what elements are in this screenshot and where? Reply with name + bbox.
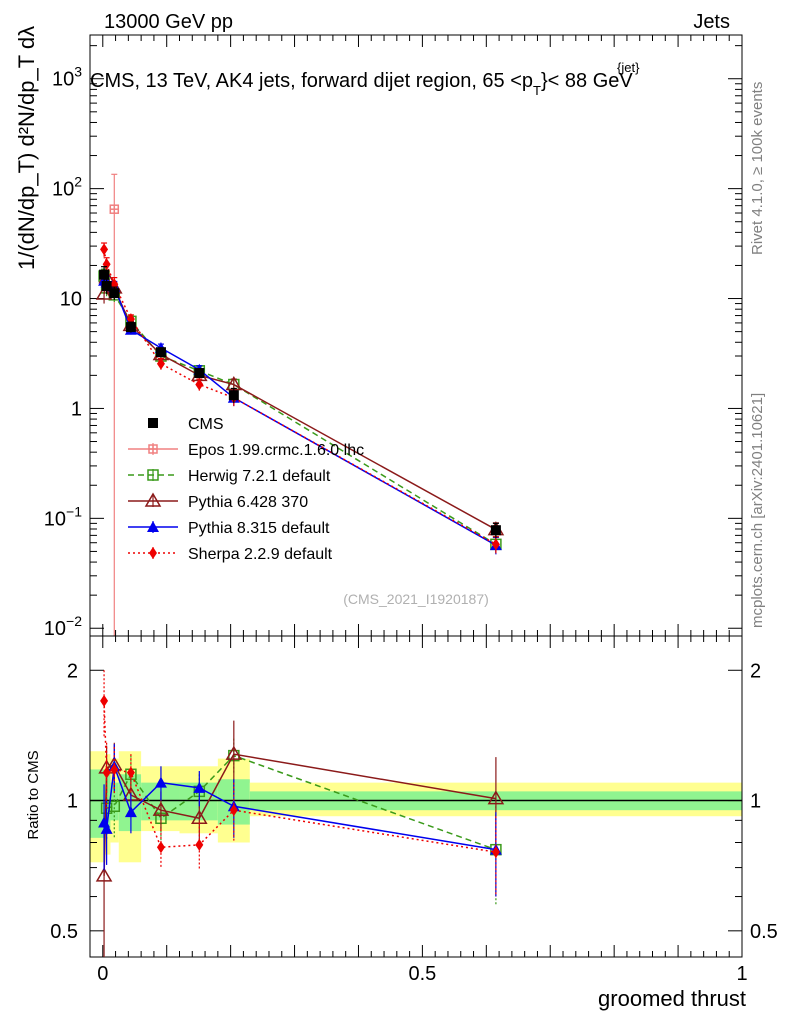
x-tick-label-1: 0.5 [408, 963, 436, 985]
main-ytick-label-5: 103 [52, 64, 82, 91]
ratio-point-sherpa-7 [491, 846, 500, 859]
main-ytick-label-3: 10 [60, 289, 82, 311]
legend-label-pythia6: Pythia 6.428 370 [188, 494, 308, 511]
main-ytick-exp-1: −1 [66, 503, 82, 519]
main-ytick-exp-5: 3 [74, 64, 82, 80]
title-sub: T [533, 83, 541, 98]
main-ytick-label-4: 102 [52, 174, 82, 201]
title-main: CMS, 13 TeV, AK4 jets, forward dijet reg… [90, 70, 533, 92]
legend-entry-pythia6: Pythia 6.428 370 [128, 492, 308, 511]
main-series-epos [109, 173, 120, 636]
main-point-sherpa-7 [491, 538, 500, 551]
ratio-point-pythia6-4 [152, 801, 170, 816]
ratio-point-pythia6-6 [225, 745, 243, 760]
legend-label-epos: Epos 1.99.crmc.1.6.0 lhc [188, 442, 364, 459]
main-ytick-exp-0: −2 [66, 613, 82, 629]
ratio-point-sherpa-6 [229, 804, 238, 817]
main-point-sherpa-5 [195, 378, 204, 391]
legend-entry-herwig: Herwig 7.2.1 default [128, 468, 331, 485]
y-axis-label-ratio: Ratio to CMS [25, 750, 42, 839]
legend: CMS Epos 1.99.crmc.1.6.0 lhc Herwig 7.2.1 … [128, 416, 364, 563]
header-left: 13000 GeV pp [104, 11, 233, 33]
ratio-series-pythia6 [95, 720, 505, 957]
main-ytick-base-1: 10 [44, 508, 66, 530]
main-ytick-base-4: 10 [52, 179, 74, 201]
legend-marker-epos [148, 444, 158, 454]
legend-entry-sherpa: Sherpa 2.2.9 default [128, 546, 333, 563]
analysis-tag: (CMS_2021_I1920187) [343, 591, 489, 607]
ratio-band-inner-3 [118, 774, 142, 832]
x-tick-label-0: 0 [97, 963, 108, 985]
legend-entry-pythia8: Pythia 8.315 default [128, 520, 330, 537]
main-point-cms-7 [490, 525, 501, 536]
main-ytick-label-1: 10−1 [44, 503, 82, 530]
ratio-point-sherpa-1 [102, 766, 111, 779]
main-point-cms-6 [228, 390, 239, 401]
legend-label-cms: CMS [188, 416, 224, 433]
main-point-sherpa-0 [100, 243, 109, 256]
main-ytick-base-5: 10 [52, 69, 74, 91]
legend-marker-pythia8 [147, 521, 159, 532]
legend-label-sherpa: Sherpa 2.2.9 default [188, 546, 333, 563]
ratio-ytick-label-left-1: 1 [67, 791, 78, 813]
ratio-ytick-label-right-0: 0.5 [750, 921, 778, 943]
legend-label-herwig: Herwig 7.2.1 default [188, 468, 331, 485]
ratio-line-pythia8 [103, 766, 497, 851]
rivet-version-text: Rivet 4.1.0, ≥ 100k events [749, 82, 766, 255]
ratio-point-sherpa-0 [100, 694, 109, 707]
ratio-frame [89, 635, 743, 958]
mcplots-source-text: mcplots.cern.ch [arXiv:2401.10621] [749, 393, 766, 628]
ratio-point-pythia8-1 [100, 822, 113, 834]
legend-entry-epos: Epos 1.99.crmc.1.6.0 lhc [128, 442, 364, 459]
ratio-point-pythia8-3 [124, 806, 137, 818]
main-ytick-label-2: 1 [71, 398, 82, 420]
main-series-pythia8 [98, 274, 502, 555]
ratio-line-sherpa [103, 700, 497, 853]
legend-marker-cms [148, 418, 158, 428]
plot-title: CMS, 13 TeV, AK4 jets, forward dijet reg… [90, 70, 633, 98]
ratio-point-pythia8-5 [193, 781, 206, 793]
main-point-cms-1 [101, 281, 112, 292]
main-point-cms-0 [99, 269, 110, 280]
ratio-ytick-label-right-2: 2 [750, 660, 761, 682]
ratio-ytick-label-right-1: 1 [750, 791, 761, 813]
header-right: Jets [693, 11, 730, 33]
main-point-cms-3 [125, 322, 136, 333]
legend-entry-cms: CMS [148, 416, 224, 433]
ratio-point-sherpa-4 [156, 841, 165, 854]
main-line-pythia6 [103, 275, 497, 531]
legend-label-pythia8: Pythia 8.315 default [188, 520, 330, 537]
title-sup: {jet} [617, 60, 640, 75]
x-tick-label-2: 1 [736, 963, 747, 985]
legend-marker-pythia6 [144, 492, 162, 507]
ratio-point-sherpa-3 [126, 766, 135, 779]
ratio-ytick-label-left-0: 0.5 [50, 921, 78, 943]
ratio-point-pythia8-4 [154, 776, 167, 788]
main-series-cms [99, 266, 501, 539]
ratio-panel: 0 0.5 10.5 0.51 12 2 [50, 635, 778, 985]
y-axis-label-main: 1/(dN/dp_T) d²N/dp_T dλ [14, 26, 39, 270]
main-ytick-base-0: 10 [44, 618, 66, 640]
x-axis-label: groomed thrust [598, 986, 746, 1011]
main-point-cms-5 [194, 368, 205, 379]
legend-marker-herwig [147, 469, 159, 481]
ratio-point-pythia6-0 [95, 867, 113, 882]
title-end: }< 88 GeV [541, 70, 633, 92]
ratio-point-pythia6-7 [487, 790, 505, 805]
ratio-point-sherpa-5 [195, 838, 204, 851]
main-ytick-label-0: 10−2 [44, 613, 82, 640]
ratio-point-sherpa-2 [110, 763, 119, 776]
main-ytick-exp-4: 2 [74, 174, 82, 190]
ratio-series-sherpa [100, 670, 500, 897]
main-point-epos-0 [109, 204, 120, 214]
legend-marker-sherpa [149, 547, 157, 559]
main-point-cms-2 [109, 288, 120, 299]
main-point-cms-4 [155, 347, 166, 358]
ratio-ytick-label-left-2: 2 [67, 660, 78, 682]
main-point-sherpa-4 [156, 357, 165, 370]
